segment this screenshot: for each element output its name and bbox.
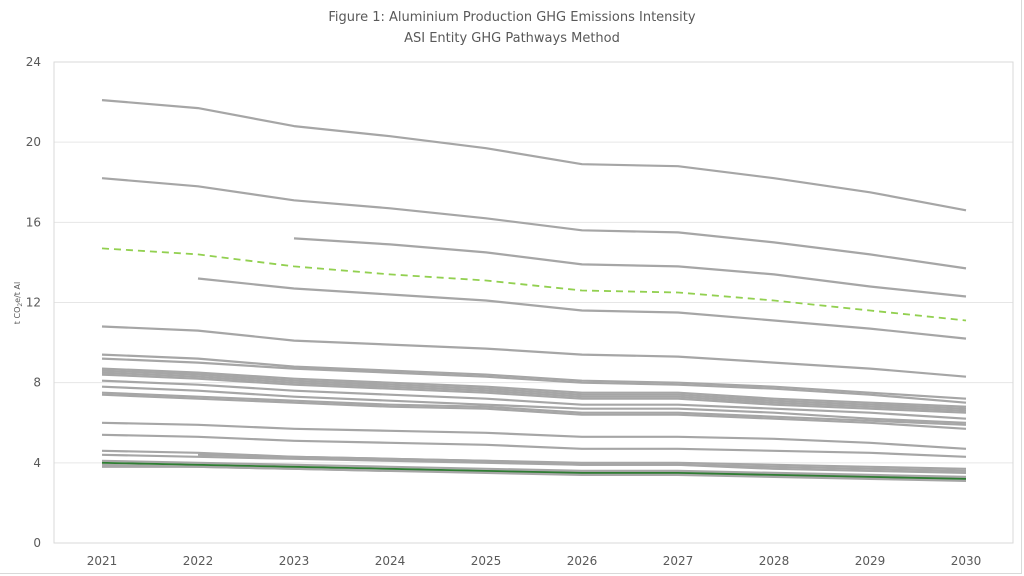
- series-line-entity-8: [101, 367, 967, 408]
- x-axis-ticks: 2021 2022 2023 2024 2025 2026 2027 2028 2029 2030: [87, 554, 982, 568]
- series-line-entity-13: [101, 385, 967, 424]
- x-tick-label: 2023: [279, 554, 310, 568]
- y-tick-label: 16: [26, 215, 41, 229]
- series-line-pathway: [101, 247, 967, 322]
- series-line-entity-5: [101, 325, 967, 378]
- x-tick-label: 2029: [855, 554, 886, 568]
- series-line-entity-10: [101, 371, 967, 412]
- x-tick-label: 2027: [663, 554, 694, 568]
- series-line-entity-11: [101, 373, 967, 414]
- series-line-entity-4: [197, 277, 967, 340]
- series-line-entity-21: [101, 459, 967, 478]
- series-line-entity-1: [101, 99, 967, 212]
- y-tick-label: 24: [26, 55, 41, 69]
- chart-title: Figure 1: Aluminium Production GHG Emiss…: [328, 10, 696, 25]
- y-tick-label: 20: [26, 135, 41, 149]
- x-tick-label: 2021: [87, 554, 118, 568]
- x-tick-label: 2022: [183, 554, 214, 568]
- series-line-entity-6: [101, 353, 967, 400]
- y-tick-label: 8: [33, 376, 41, 390]
- series-lines: [101, 99, 967, 482]
- chart-subtitle: ASI Entity GHG Pathways Method: [404, 31, 620, 46]
- plot-area-border: [53, 61, 1014, 544]
- y-axis-label: t CO2e/t Al: [13, 282, 24, 324]
- x-tick-label: 2030: [951, 554, 982, 568]
- y-tick-label: 4: [33, 456, 41, 470]
- x-tick-label: 2026: [567, 554, 598, 568]
- series-line-entity-14: [101, 391, 967, 426]
- series-line-entity-16: [101, 421, 967, 450]
- series-line-entity-20: [101, 453, 967, 474]
- gridlines: [54, 141, 1013, 464]
- series-line-entity-3: [293, 237, 967, 298]
- y-axis-ticks: 0 4 8 12 16 20 24: [26, 55, 41, 550]
- series-line-entity-9: [101, 369, 967, 410]
- x-tick-label: 2028: [759, 554, 790, 568]
- y-tick-label: 12: [26, 296, 41, 310]
- y-tick-label: 0: [33, 536, 41, 550]
- series-line-entity-17: [101, 433, 967, 458]
- series-line-best-performer: [101, 461, 967, 480]
- x-tick-label: 2024: [375, 554, 406, 568]
- series-line-entity-7: [101, 357, 967, 404]
- series-line-entity-12: [101, 379, 967, 420]
- series-line-entity-2: [101, 177, 967, 270]
- x-tick-label: 2025: [471, 554, 502, 568]
- series-line-entity-15: [101, 393, 967, 430]
